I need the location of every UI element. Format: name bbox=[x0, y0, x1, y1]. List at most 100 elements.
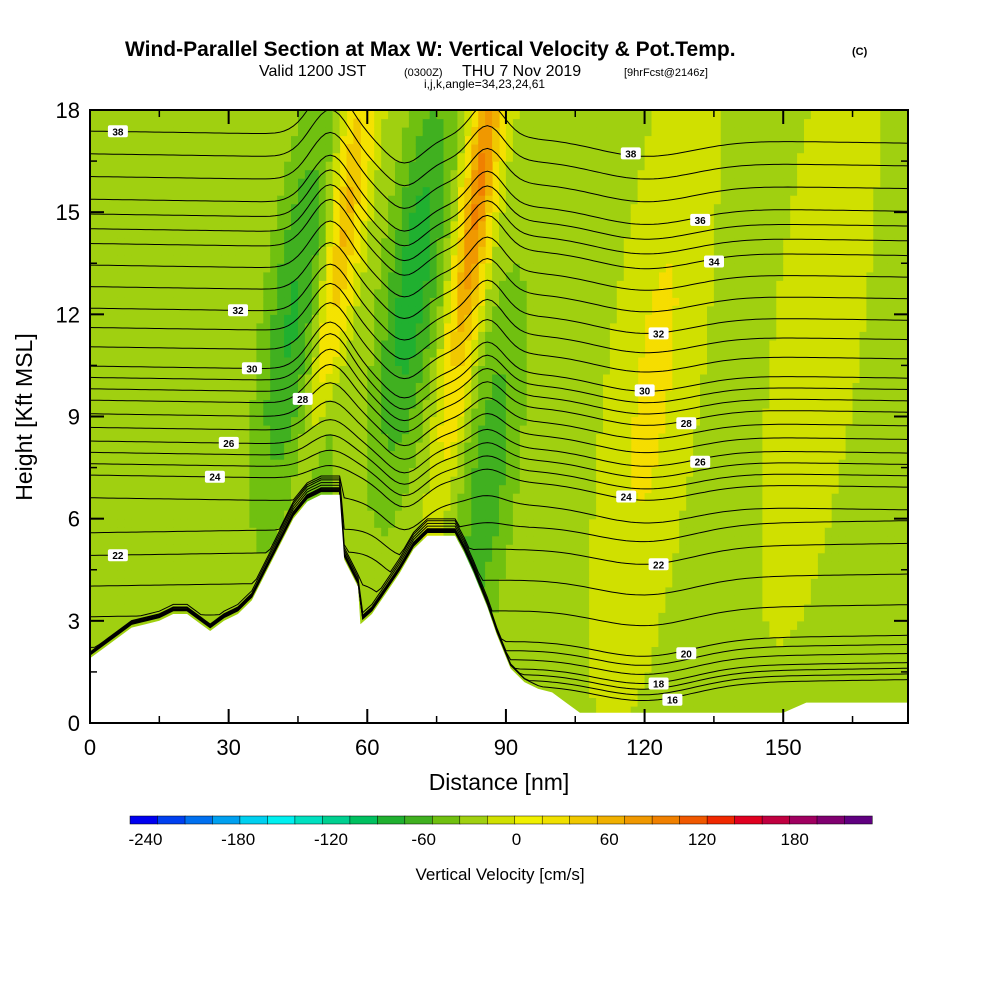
w-cell bbox=[214, 356, 223, 366]
w-cell bbox=[235, 212, 244, 222]
w-cell bbox=[131, 356, 140, 366]
w-cell bbox=[415, 280, 424, 290]
w-cell bbox=[138, 612, 146, 622]
w-cell bbox=[166, 152, 174, 162]
w-cell bbox=[263, 501, 271, 511]
w-cell bbox=[325, 373, 334, 383]
w-cell bbox=[575, 391, 583, 401]
w-cell bbox=[152, 603, 160, 613]
w-cell bbox=[367, 356, 375, 366]
w-cell bbox=[526, 195, 535, 205]
w-cell bbox=[131, 212, 140, 222]
w-cell bbox=[526, 518, 535, 528]
w-cell bbox=[492, 484, 500, 494]
w-cell bbox=[117, 152, 126, 162]
w-cell bbox=[415, 254, 424, 264]
w-cell bbox=[256, 442, 264, 452]
w-cell bbox=[138, 578, 146, 588]
w-cell bbox=[526, 331, 535, 341]
w-cell bbox=[166, 305, 174, 315]
w-cell bbox=[492, 382, 500, 392]
w-cell bbox=[235, 288, 244, 298]
w-cell bbox=[478, 314, 486, 324]
w-cell bbox=[145, 322, 153, 332]
w-cell bbox=[526, 356, 535, 366]
w-cell bbox=[367, 161, 375, 171]
w-cell bbox=[519, 501, 528, 511]
w-cell bbox=[540, 237, 549, 247]
w-cell bbox=[235, 484, 244, 494]
w-cell bbox=[408, 484, 417, 494]
w-cell bbox=[270, 195, 278, 205]
w-cell bbox=[138, 271, 146, 281]
w-cell bbox=[221, 501, 230, 511]
w-cell bbox=[422, 144, 431, 154]
w-cell bbox=[540, 518, 549, 528]
w-cell bbox=[277, 450, 285, 460]
w-cell bbox=[207, 595, 216, 605]
w-cell bbox=[138, 288, 146, 298]
w-cell bbox=[194, 229, 202, 239]
w-cell bbox=[582, 646, 590, 656]
w-cell bbox=[311, 322, 320, 332]
w-cell bbox=[575, 382, 583, 392]
w-cell bbox=[103, 178, 112, 188]
w-cell bbox=[138, 118, 146, 128]
w-cell bbox=[367, 297, 375, 307]
w-cell bbox=[214, 263, 223, 273]
w-cell bbox=[110, 203, 119, 213]
w-cell bbox=[152, 339, 160, 349]
w-cell bbox=[256, 544, 264, 554]
w-cell bbox=[429, 195, 438, 205]
w-cell bbox=[422, 425, 431, 435]
w-cell bbox=[346, 339, 354, 349]
w-cell bbox=[159, 484, 167, 494]
w-cell bbox=[478, 152, 486, 162]
w-cell bbox=[450, 169, 458, 179]
chart-subtitle-indices: i,j,k,angle=34,23,24,61 bbox=[424, 77, 545, 91]
w-cell bbox=[214, 578, 223, 588]
w-cell bbox=[401, 382, 410, 392]
w-cell bbox=[96, 569, 105, 579]
w-cell bbox=[152, 433, 160, 443]
w-cell bbox=[582, 442, 590, 452]
w-cell bbox=[533, 322, 542, 332]
chart-subtitle-date: THU 7 Nov 2019 bbox=[462, 63, 581, 80]
w-cell bbox=[311, 382, 320, 392]
w-cell bbox=[353, 118, 361, 128]
w-cell bbox=[221, 161, 230, 171]
w-cell bbox=[561, 195, 569, 205]
w-cell bbox=[575, 620, 583, 630]
w-cell bbox=[214, 220, 223, 230]
w-cell bbox=[138, 339, 146, 349]
w-cell bbox=[346, 169, 354, 179]
w-cell bbox=[388, 442, 396, 452]
w-cell bbox=[228, 569, 237, 579]
w-cell bbox=[166, 425, 174, 435]
w-cell bbox=[575, 646, 583, 656]
w-cell bbox=[353, 408, 361, 418]
w-cell bbox=[110, 586, 119, 596]
w-cell bbox=[90, 186, 98, 196]
w-cell bbox=[325, 382, 334, 392]
w-cell bbox=[304, 348, 313, 358]
w-cell bbox=[249, 195, 257, 205]
w-cell bbox=[540, 254, 549, 264]
w-cell bbox=[332, 118, 341, 128]
w-cell bbox=[575, 331, 583, 341]
w-cell bbox=[533, 118, 542, 128]
w-cell bbox=[200, 127, 209, 137]
w-cell bbox=[180, 195, 188, 205]
w-cell bbox=[346, 220, 354, 230]
w-cell bbox=[346, 510, 354, 520]
w-cell bbox=[235, 314, 244, 324]
w-cell bbox=[173, 254, 181, 264]
w-cell bbox=[103, 220, 112, 230]
w-cell bbox=[159, 382, 167, 392]
w-cell bbox=[304, 314, 313, 324]
w-cell bbox=[304, 118, 313, 128]
w-cell bbox=[401, 254, 410, 264]
w-cell bbox=[90, 288, 98, 298]
w-cell bbox=[103, 356, 112, 366]
w-cell bbox=[450, 450, 458, 460]
